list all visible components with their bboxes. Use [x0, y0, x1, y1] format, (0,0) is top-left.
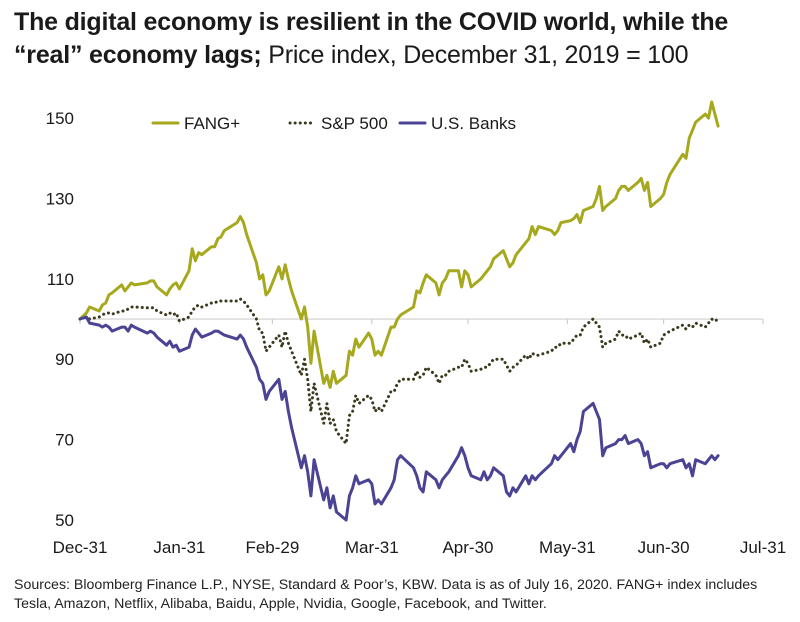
x-tick-label: Jul-31	[740, 538, 786, 557]
chart-title: The digital economy is resilient in the …	[14, 6, 794, 72]
series-line-u-s-banks	[78, 315, 720, 522]
chart-legend: FANG+ S&P 500 U.S. Banks	[151, 114, 516, 133]
x-tick-label: Mar-31	[345, 538, 399, 557]
x-tick-label: Jan-31	[153, 538, 205, 557]
chart-axes: 50 70 90 110 130 150 Dec-31 Jan-31 Feb-29 Mar-31 A…	[46, 109, 787, 557]
y-tick-label: 150	[46, 109, 74, 128]
x-tick-label: Dec-31	[53, 538, 108, 557]
y-tick-label: 50	[55, 511, 74, 530]
chart-title-bold: The digital economy is resilient in the …	[14, 8, 729, 69]
chart-title-subtitle: Price index, December 31, 2019 = 100	[261, 41, 689, 69]
legend-label-fang: FANG+	[184, 114, 240, 133]
series-line-fang	[78, 100, 720, 389]
sources-footnote: Sources: Bloomberg Finance L.P., NYSE, S…	[14, 577, 758, 612]
y-tick-label: 130	[46, 189, 74, 208]
series-line-s-p-500	[78, 297, 720, 446]
legend-label-s-p-500: S&P 500	[321, 114, 388, 133]
y-tick-label: 110	[47, 270, 74, 289]
x-tick-label: Apr-30	[442, 538, 493, 557]
x-tick-label: Jun-30	[638, 538, 690, 557]
x-tick-label: May-31	[539, 538, 596, 557]
y-tick-label: 90	[55, 350, 74, 369]
x-tick-label: Feb-29	[245, 538, 299, 557]
legend-label-u-s-banks: U.S. Banks	[431, 114, 516, 133]
y-tick-label: 70	[55, 431, 74, 450]
chart-series	[78, 100, 720, 522]
